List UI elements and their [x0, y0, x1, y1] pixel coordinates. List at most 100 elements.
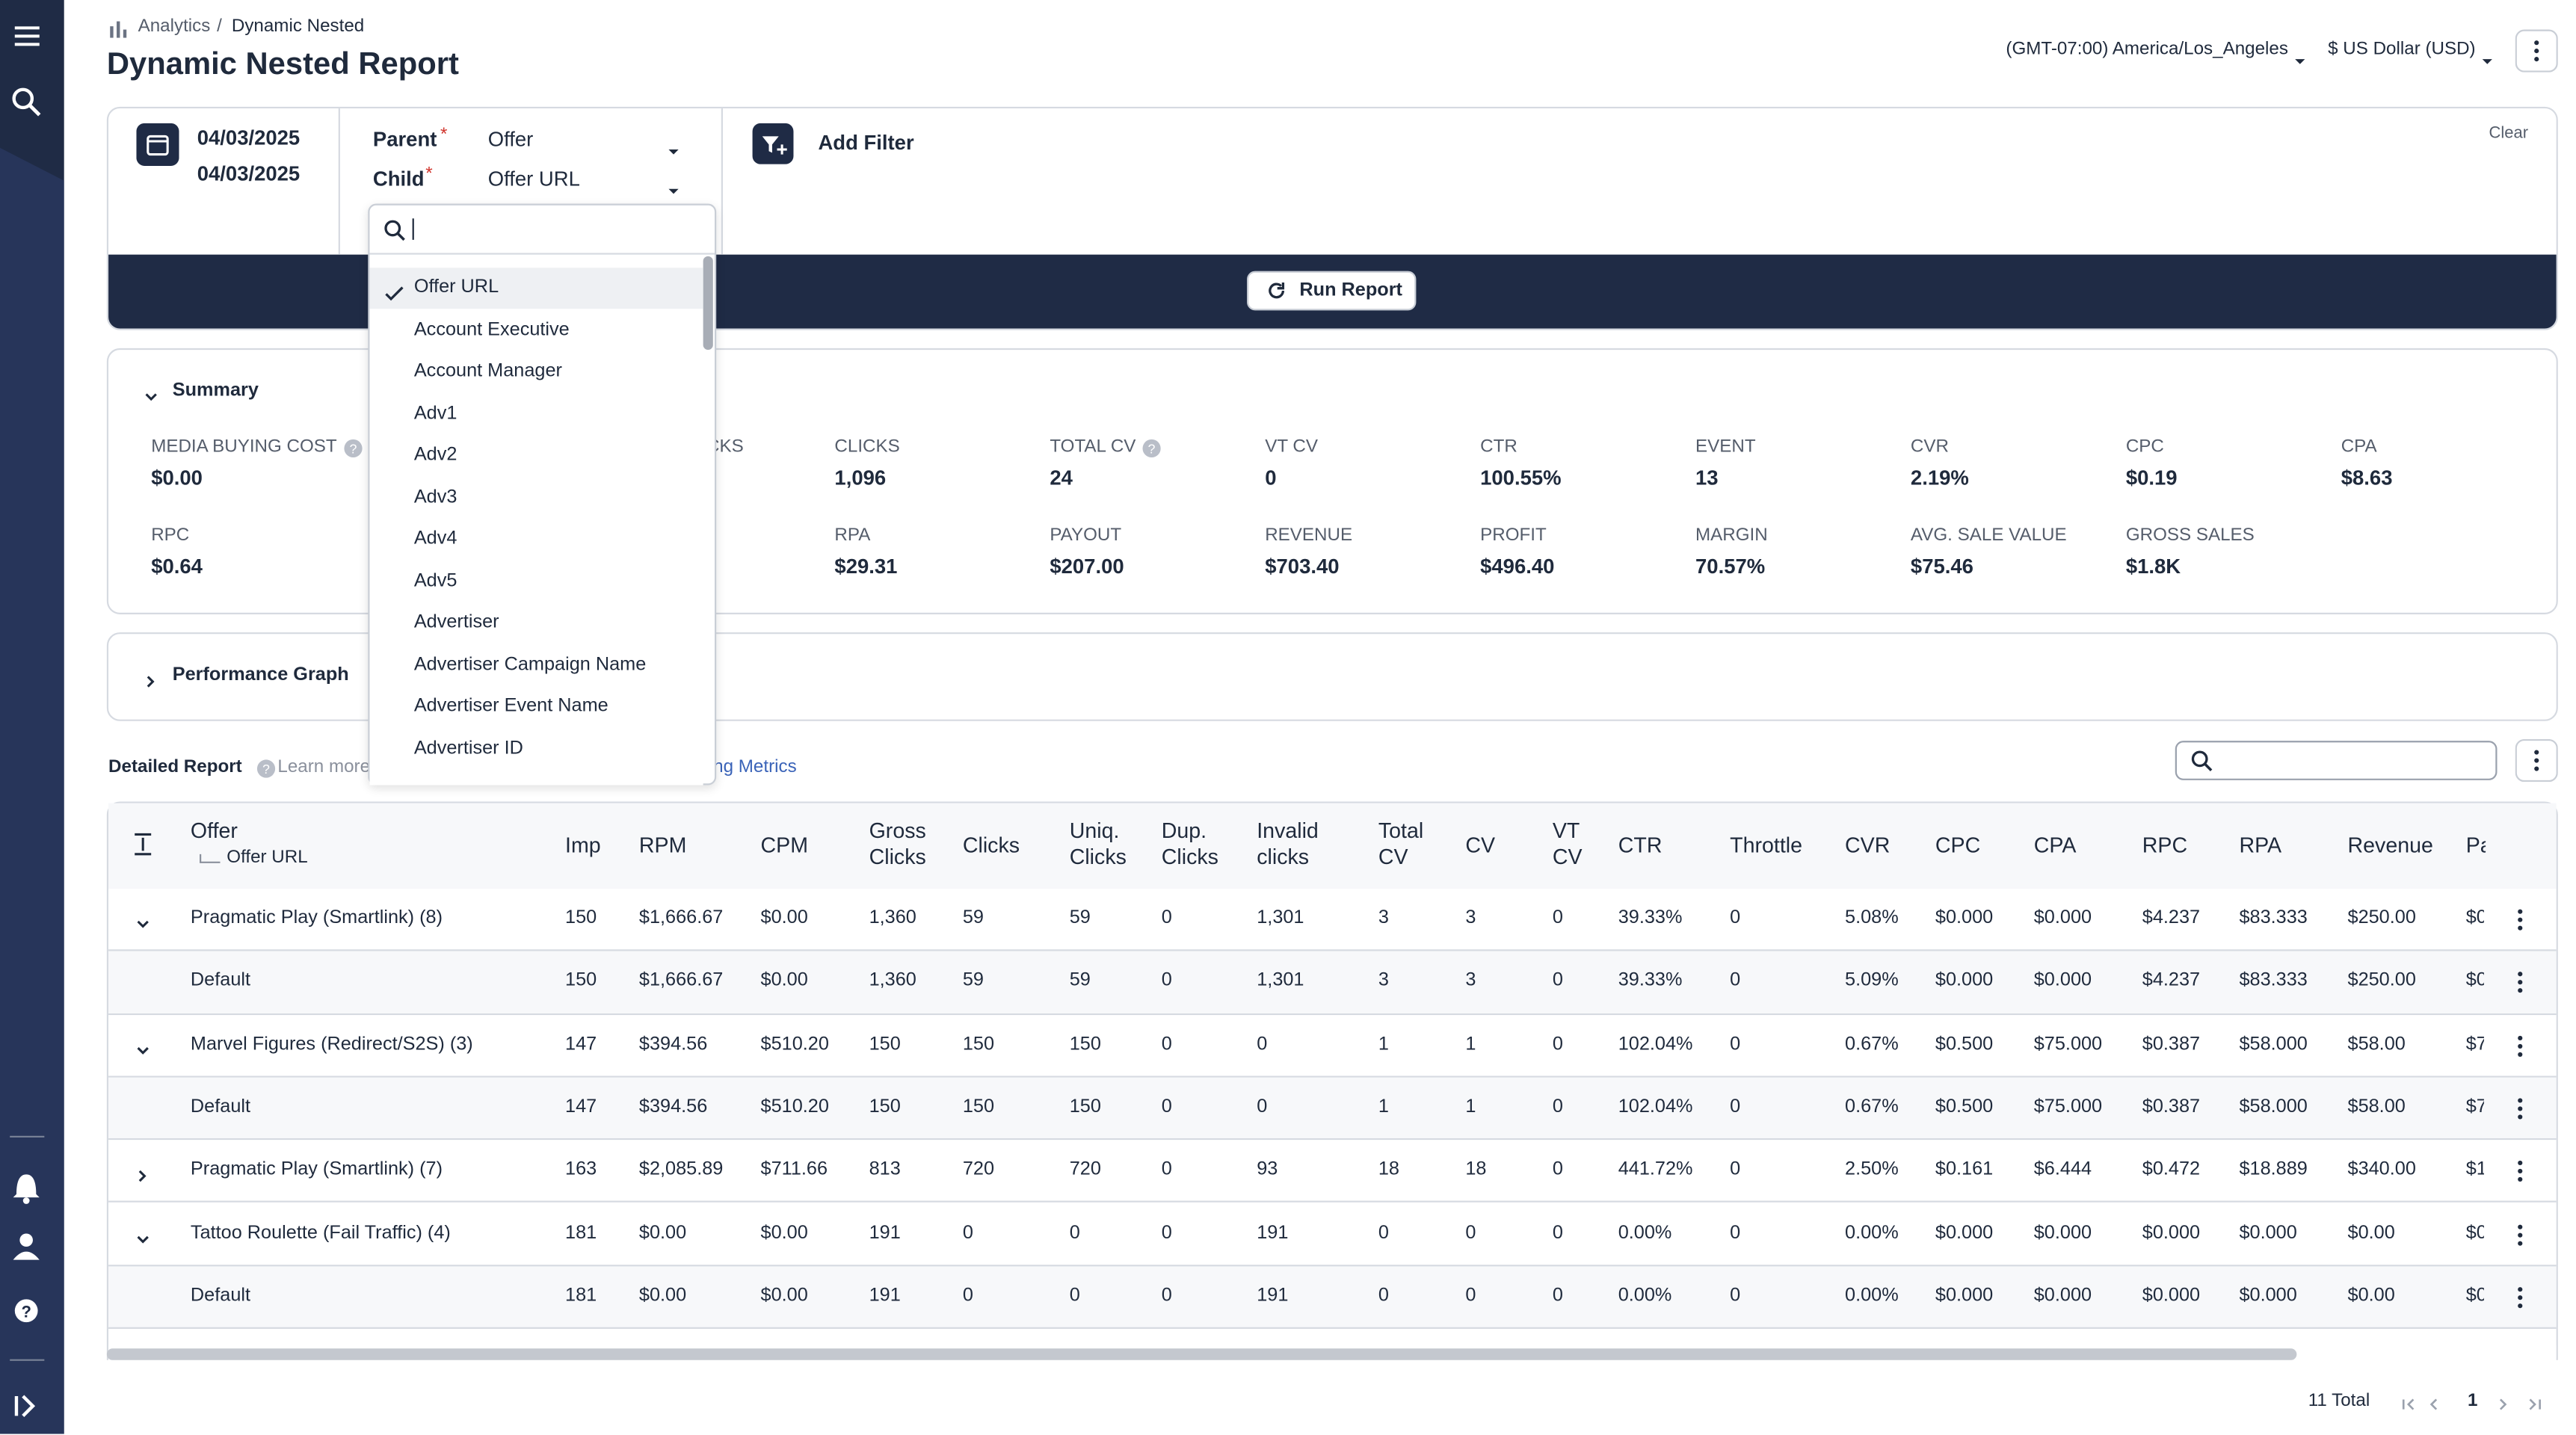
summary-title[interactable]: Summary — [172, 380, 259, 401]
calendar-button[interactable] — [136, 123, 179, 174]
column-header[interactable]: RPM — [638, 833, 687, 858]
learn-more-link[interactable]: Learn more — [277, 757, 371, 777]
table-cell[interactable]: Tattoo Roulette (Fail Traffic) (4) — [190, 1223, 451, 1243]
row-menu[interactable] — [2515, 1034, 2525, 1066]
table-cell[interactable]: 3 — [1378, 971, 1389, 991]
breadcrumb-sep: / — [217, 16, 222, 37]
run-report-button[interactable]: Run Report — [1247, 271, 1417, 311]
column-header[interactable]: Throttle — [1730, 833, 1803, 858]
table-cell[interactable]: Marvel Figures (Redirect/S2S) (3) — [190, 1034, 473, 1055]
dropdown-option[interactable]: Adv1 — [413, 403, 457, 423]
table-cell: 0 — [1257, 1096, 1268, 1117]
column-header[interactable]: Total CV — [1378, 818, 1424, 869]
table-cell[interactable]: 1 — [1378, 1096, 1389, 1117]
column-header[interactable]: Revenue — [2347, 833, 2433, 858]
row-toggle-all[interactable] — [133, 833, 152, 864]
table-cell[interactable]: 3 — [1378, 908, 1389, 928]
timezone-select[interactable]: (GMT-07:00) America/Los_Angeles — [2006, 39, 2288, 60]
table-cell[interactable]: 150 — [962, 1096, 995, 1117]
metric-value: 1,096 — [834, 466, 887, 490]
table-cell[interactable]: 18 — [1378, 1159, 1399, 1180]
column-header[interactable]: RPA — [2239, 833, 2282, 858]
row-toggle[interactable] — [135, 1037, 151, 1067]
table-cell: 0 — [1161, 1286, 1172, 1306]
table-cell[interactable]: 191 — [1257, 1286, 1289, 1306]
add-filter-button[interactable] — [752, 123, 794, 173]
table-menu[interactable] — [2515, 738, 2558, 790]
column-header[interactable]: Imp — [565, 833, 601, 858]
currency-select[interactable]: $ US Dollar (USD) — [2328, 39, 2476, 60]
dropdown-option[interactable]: Advertiser Event Name — [413, 696, 608, 717]
row-menu[interactable] — [2515, 908, 2525, 939]
column-header[interactable]: CPM — [760, 833, 809, 858]
table-cell[interactable]: 150 — [962, 1034, 995, 1055]
table-cell[interactable]: 191 — [1257, 1223, 1289, 1243]
column-header[interactable]: CVR — [1845, 833, 1891, 858]
table-cell[interactable]: 1 — [1465, 1096, 1476, 1117]
clear-button[interactable]: Clear — [2489, 125, 2529, 144]
table-cell[interactable]: 3 — [1465, 908, 1476, 928]
current-page[interactable]: 1 — [2467, 1391, 2478, 1411]
dropdown-option[interactable]: Advertiser — [413, 612, 499, 633]
table-cell: 813 — [869, 1159, 901, 1180]
row-toggle[interactable] — [135, 1226, 151, 1256]
column-header[interactable]: Clicks — [962, 833, 1020, 858]
table-cell[interactable]: 59 — [962, 971, 984, 991]
table-cell[interactable]: Pragmatic Play (Smartlink) (7) — [190, 1159, 443, 1180]
table-cell: 0 — [1552, 1034, 1563, 1055]
parent-select[interactable]: Offer — [487, 128, 534, 152]
row-menu[interactable] — [2515, 1286, 2525, 1317]
dropdown-option[interactable]: Adv3 — [413, 487, 457, 507]
table-cell[interactable]: 18 — [1465, 1159, 1487, 1180]
column-header[interactable]: CV — [1465, 833, 1496, 858]
column-header[interactable]: Uniq. Clicks — [1069, 818, 1127, 869]
table-cell[interactable]: 93 — [1257, 1159, 1278, 1180]
dropdown-option[interactable]: Adv4 — [413, 528, 457, 549]
child-select[interactable]: Offer URL — [487, 167, 580, 191]
column-header[interactable]: Pa — [2465, 833, 2486, 858]
dropdown-option[interactable]: Advertiser ID — [413, 738, 523, 759]
table-cell[interactable]: 1,301 — [1257, 971, 1304, 991]
dropdown-option[interactable]: Account Executive — [413, 319, 570, 339]
table-cell[interactable]: Default — [190, 971, 251, 991]
table-cell[interactable]: Default — [190, 1286, 251, 1306]
row-menu[interactable] — [2515, 1160, 2525, 1191]
table-search[interactable] — [2175, 741, 2498, 780]
table-cell: 0.00% — [1618, 1286, 1672, 1306]
dropdown-option[interactable]: Advertiser Campaign Name — [413, 654, 647, 675]
column-header[interactable]: Gross Clicks — [869, 818, 926, 869]
table-cell[interactable]: 720 — [962, 1159, 995, 1180]
table-cell[interactable]: 1 — [1465, 1034, 1476, 1055]
column-header[interactable]: CTR — [1618, 833, 1663, 858]
dropdown-option[interactable]: Adv2 — [413, 445, 457, 465]
graph-title[interactable]: Performance Graph — [172, 665, 349, 685]
dropdown-option[interactable]: Adv5 — [413, 570, 457, 591]
table-cell[interactable]: 1,301 — [1257, 908, 1304, 928]
row-toggle[interactable] — [135, 912, 151, 942]
dropdown-option[interactable]: Offer URL — [413, 277, 499, 297]
table-cell[interactable]: 3 — [1465, 971, 1476, 991]
menu-button[interactable] — [2515, 29, 2558, 81]
breadcrumb-link[interactable]: Analytics — [138, 16, 211, 37]
column-header[interactable]: Dup. Clicks — [1161, 818, 1218, 869]
dropdown-option[interactable]: Account Manager — [413, 361, 562, 381]
column-header[interactable]: CPA — [2033, 833, 2077, 858]
add-filter[interactable]: Add Filter — [818, 131, 914, 155]
pager[interactable] — [2399, 1393, 2563, 1423]
row-toggle[interactable] — [135, 1163, 151, 1193]
table-cell[interactable]: 1 — [1378, 1034, 1389, 1055]
row-menu[interactable] — [2515, 1223, 2525, 1254]
column-header[interactable]: VT CV — [1552, 818, 1583, 869]
row-menu[interactable] — [2515, 971, 2525, 1002]
table-cell[interactable]: Default — [190, 1096, 251, 1117]
column-header[interactable]: RPC — [2142, 833, 2188, 858]
column-header[interactable]: Invalid clicks — [1257, 818, 1319, 869]
row-menu[interactable] — [2515, 1097, 2525, 1129]
table-cell[interactable]: 59 — [962, 908, 984, 928]
column-header[interactable]: CPC — [1935, 833, 1981, 858]
scrollbar-thumb[interactable] — [106, 1348, 2297, 1360]
column-header[interactable]: Offer — [190, 818, 238, 843]
table-cell: 147 — [565, 1034, 597, 1055]
help-icon: ? — [343, 437, 363, 467]
table-cell[interactable]: Pragmatic Play (Smartlink) (8) — [190, 908, 443, 928]
